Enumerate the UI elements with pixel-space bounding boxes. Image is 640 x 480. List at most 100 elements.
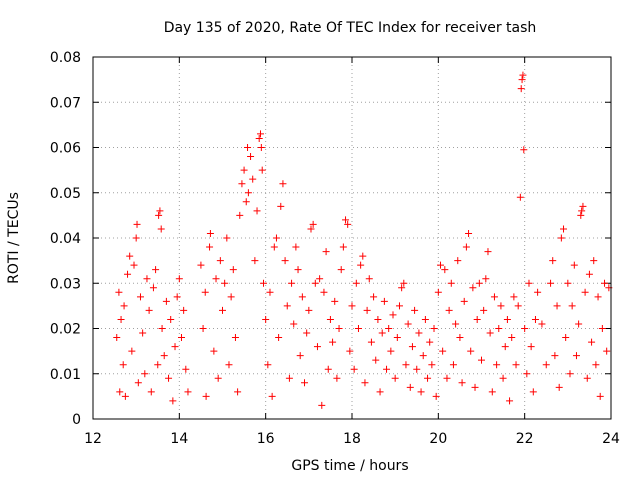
data-point [337, 266, 345, 274]
data-point [234, 388, 242, 396]
data-point [311, 279, 319, 287]
data-point [346, 347, 354, 355]
data-point [560, 225, 568, 233]
data-point [279, 180, 287, 188]
data-point [326, 315, 334, 323]
data-point [316, 275, 324, 283]
data-point [557, 234, 565, 242]
data-point [307, 225, 315, 233]
data-point [490, 293, 498, 301]
data-point [301, 379, 309, 387]
data-point [467, 347, 475, 355]
data-point [128, 347, 136, 355]
data-point [393, 334, 401, 342]
data-point [417, 388, 425, 396]
data-point [318, 401, 326, 409]
data-point [465, 229, 473, 237]
data-point [256, 130, 264, 138]
data-point [309, 220, 317, 228]
data-point [342, 216, 350, 224]
data-point [143, 275, 151, 283]
data-point [313, 343, 321, 351]
data-point [124, 270, 132, 278]
data-point [272, 234, 280, 242]
data-point [475, 279, 483, 287]
data-point [156, 207, 164, 215]
y-tick-label: 0 [72, 412, 81, 428]
data-point [441, 266, 449, 274]
data-point [231, 334, 239, 342]
data-point [523, 370, 531, 378]
data-point [452, 320, 460, 328]
data-point [320, 288, 328, 296]
data-point [350, 365, 358, 373]
y-tick-label: 0.04 [50, 231, 81, 247]
data-point [391, 374, 399, 382]
data-point [400, 279, 408, 287]
data-point [357, 261, 365, 269]
data-point [175, 275, 183, 283]
data-point [439, 347, 447, 355]
data-point [551, 352, 559, 360]
data-point [348, 302, 356, 310]
data-point [578, 207, 586, 215]
data-point [288, 279, 296, 287]
y-tick-label: 0.07 [50, 95, 81, 111]
data-point [359, 252, 367, 260]
data-point [354, 325, 362, 332]
data-point [324, 365, 332, 373]
data-point [538, 320, 546, 328]
data-point [210, 347, 218, 355]
data-point [542, 361, 550, 369]
data-point [598, 325, 606, 332]
data-point [436, 261, 444, 269]
data-point [141, 370, 149, 378]
data-point [305, 306, 313, 314]
data-point [484, 248, 492, 256]
data-point [566, 370, 574, 378]
data-point [223, 234, 231, 242]
data-point [570, 261, 578, 269]
data-point [529, 388, 537, 396]
data-point [415, 329, 423, 337]
data-point [157, 225, 165, 233]
data-point [531, 315, 539, 323]
data-point [575, 320, 583, 328]
data-point [221, 279, 229, 287]
data-point [495, 325, 503, 332]
data-point [434, 288, 442, 296]
data-point [136, 293, 144, 301]
data-point [173, 293, 181, 301]
data-point [462, 243, 470, 251]
data-point [268, 392, 276, 400]
data-point [383, 365, 391, 373]
data-point [130, 261, 138, 269]
data-point [432, 392, 440, 400]
data-point [430, 325, 438, 332]
data-point [121, 392, 129, 400]
data-point [260, 279, 268, 287]
data-point [116, 388, 124, 396]
data-point [424, 374, 432, 382]
data-point [501, 343, 509, 351]
data-point [335, 325, 343, 332]
plot-frame [92, 56, 612, 420]
data-point [370, 293, 378, 301]
data-point [577, 211, 585, 219]
data-point [206, 229, 214, 237]
data-point [206, 243, 214, 251]
data-point [120, 302, 128, 310]
data-point [473, 315, 481, 323]
data-point [590, 257, 598, 265]
data-points [113, 71, 613, 409]
data-point [290, 320, 298, 328]
data-point [534, 288, 542, 296]
data-point [499, 374, 507, 382]
data-point [365, 275, 373, 283]
data-point [158, 325, 166, 332]
axis-ticks: 12 14 16 18 20 22 24 0 0.01 0.02 0.03 0.04 0.05 0.06 0… [50, 50, 620, 447]
data-point [428, 361, 436, 369]
data-point [132, 234, 140, 242]
x-axis-label: GPS time / hours [291, 458, 408, 474]
chart-title: Day 135 of 2020, Rate Of TEC Index for r… [164, 20, 537, 36]
